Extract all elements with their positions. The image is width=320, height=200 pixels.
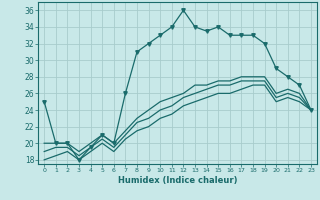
X-axis label: Humidex (Indice chaleur): Humidex (Indice chaleur) [118, 176, 237, 185]
